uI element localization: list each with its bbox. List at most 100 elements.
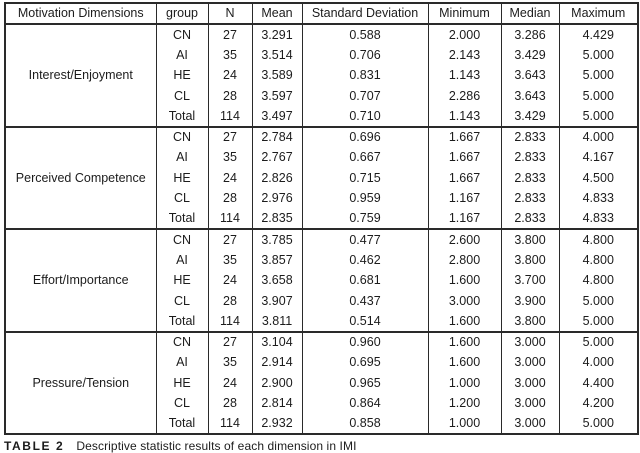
value-cell: 2.833 xyxy=(500,188,560,209)
column-header: group xyxy=(155,3,209,25)
table-row: AI 35 3.514 0.706 2.143 3.429 5.000 xyxy=(5,44,639,65)
value-cell: 4.833 xyxy=(558,188,639,209)
value-cell: 27 xyxy=(207,229,253,250)
column-header: Median xyxy=(500,3,560,25)
value-cell: 0.681 xyxy=(301,270,429,291)
value-cell: 4.167 xyxy=(558,147,639,168)
table-row: Total 114 2.835 0.759 1.167 2.833 4.833 xyxy=(5,208,639,230)
value-cell: 0.707 xyxy=(301,85,429,106)
value-cell: 2.800 xyxy=(427,249,502,270)
value-cell: 3.000 xyxy=(500,331,560,352)
value-cell: 0.858 xyxy=(301,413,429,435)
value-cell: 3.429 xyxy=(500,44,560,65)
value-cell: 2.000 xyxy=(427,24,502,45)
value-cell: 4.800 xyxy=(558,270,639,291)
value-cell: 3.597 xyxy=(251,85,303,106)
value-cell: 27 xyxy=(207,331,253,352)
table-caption-text: Descriptive statistic results of each di… xyxy=(76,439,357,453)
value-cell: 0.588 xyxy=(301,24,429,45)
table-row: Interest/Enjoyment CN 27 3.291 0.588 2.000 3.2… xyxy=(4,24,639,128)
value-cell: 27 xyxy=(207,24,253,45)
value-cell: 3.286 xyxy=(500,24,560,45)
value-cell: 5.000 xyxy=(558,65,639,86)
header-row: Motivation Dimensions group N Mean Standard … xyxy=(4,3,639,25)
value-cell: 0.959 xyxy=(301,188,429,209)
value-cell: 114 xyxy=(207,311,253,333)
table-row: HE 24 3.589 0.831 1.143 3.643 5.000 xyxy=(5,65,639,86)
value-cell: 2.600 xyxy=(427,229,502,250)
value-cell: 2.976 xyxy=(251,188,303,209)
value-cell: 4.400 xyxy=(558,372,639,393)
value-cell: 35 xyxy=(207,147,253,168)
value-cell: 3.104 xyxy=(251,331,303,352)
value-cell: 2.833 xyxy=(500,167,560,188)
value-cell: 4.800 xyxy=(558,249,639,270)
value-cell: 1.167 xyxy=(427,188,502,209)
value-cell: 2.143 xyxy=(427,44,502,65)
value-cell: 0.696 xyxy=(301,126,429,147)
group-cell: AI xyxy=(155,147,209,168)
value-cell: 3.811 xyxy=(251,311,303,333)
value-cell: 35 xyxy=(207,44,253,65)
table-row: AI 35 2.767 0.667 1.667 2.833 4.167 xyxy=(5,147,639,168)
value-cell: 3.429 xyxy=(500,106,560,128)
value-cell: 0.437 xyxy=(301,290,429,311)
value-cell: 3.000 xyxy=(500,352,560,373)
value-cell: 3.291 xyxy=(251,24,303,45)
value-cell: 5.000 xyxy=(558,413,639,435)
table-row: AI 35 2.914 0.695 1.600 3.000 4.000 xyxy=(5,352,639,373)
value-cell: 1.000 xyxy=(427,413,502,435)
table-row: Total 114 2.932 0.858 1.000 3.000 5.000 xyxy=(5,413,639,435)
value-cell: 0.759 xyxy=(301,208,429,230)
table-row: HE 24 3.658 0.681 1.600 3.700 4.800 xyxy=(5,270,639,291)
value-cell: 28 xyxy=(207,290,253,311)
table-row: CL 28 3.907 0.437 3.000 3.900 5.000 xyxy=(5,290,639,311)
value-cell: 3.000 xyxy=(500,393,560,414)
group-cell: Total xyxy=(155,106,209,128)
value-cell: 3.643 xyxy=(500,85,560,106)
value-cell: 0.477 xyxy=(301,229,429,250)
value-cell: 4.000 xyxy=(558,352,639,373)
column-header: Standard Deviation xyxy=(301,3,429,25)
value-cell: 0.831 xyxy=(301,65,429,86)
table-row: HE 24 2.900 0.965 1.000 3.000 4.400 xyxy=(5,372,639,393)
value-cell: 0.462 xyxy=(301,249,429,270)
value-cell: 3.907 xyxy=(251,290,303,311)
table-row: Effort/Importance CN 27 3.785 0.477 2.600 3.80… xyxy=(4,229,639,333)
table-caption-label: TABLE 2 xyxy=(4,439,65,453)
group-cell: AI xyxy=(155,44,209,65)
value-cell: 1.667 xyxy=(427,126,502,147)
value-cell: 1.600 xyxy=(427,352,502,373)
group-cell: CL xyxy=(155,290,209,311)
value-cell: 35 xyxy=(207,352,253,373)
value-cell: 2.286 xyxy=(427,85,502,106)
table-row: Perceived Competence CN 27 2.784 0.696 1.667 2… xyxy=(4,126,639,230)
value-cell: 2.914 xyxy=(251,352,303,373)
value-cell: 5.000 xyxy=(558,44,639,65)
table-caption: TABLE 2 Descriptive statistic results of … xyxy=(4,439,640,453)
group-cell: AI xyxy=(155,352,209,373)
value-cell: 2.826 xyxy=(251,167,303,188)
dimension-cell: Perceived Competence xyxy=(4,126,157,230)
table-row: CL 28 2.976 0.959 1.167 2.833 4.833 xyxy=(5,188,639,209)
value-cell: 28 xyxy=(207,393,253,414)
value-cell: 1.000 xyxy=(427,372,502,393)
value-cell: 3.857 xyxy=(251,249,303,270)
value-cell: 27 xyxy=(207,126,253,147)
value-cell: 4.429 xyxy=(558,24,639,45)
value-cell: 0.695 xyxy=(301,352,429,373)
table-header: Motivation Dimensions group N Mean Standard … xyxy=(4,3,639,25)
value-cell: 4.200 xyxy=(558,393,639,414)
value-cell: 0.710 xyxy=(301,106,429,128)
value-cell: 28 xyxy=(207,188,253,209)
group-cell: CN xyxy=(155,24,209,45)
column-header: Minimum xyxy=(427,3,502,25)
value-cell: 2.833 xyxy=(500,147,560,168)
column-header: N xyxy=(207,3,253,25)
value-cell: 1.667 xyxy=(427,167,502,188)
table-row: CL 28 3.597 0.707 2.286 3.643 5.000 xyxy=(5,85,639,106)
value-cell: 5.000 xyxy=(558,311,639,333)
value-cell: 3.800 xyxy=(500,249,560,270)
value-cell: 2.784 xyxy=(251,126,303,147)
